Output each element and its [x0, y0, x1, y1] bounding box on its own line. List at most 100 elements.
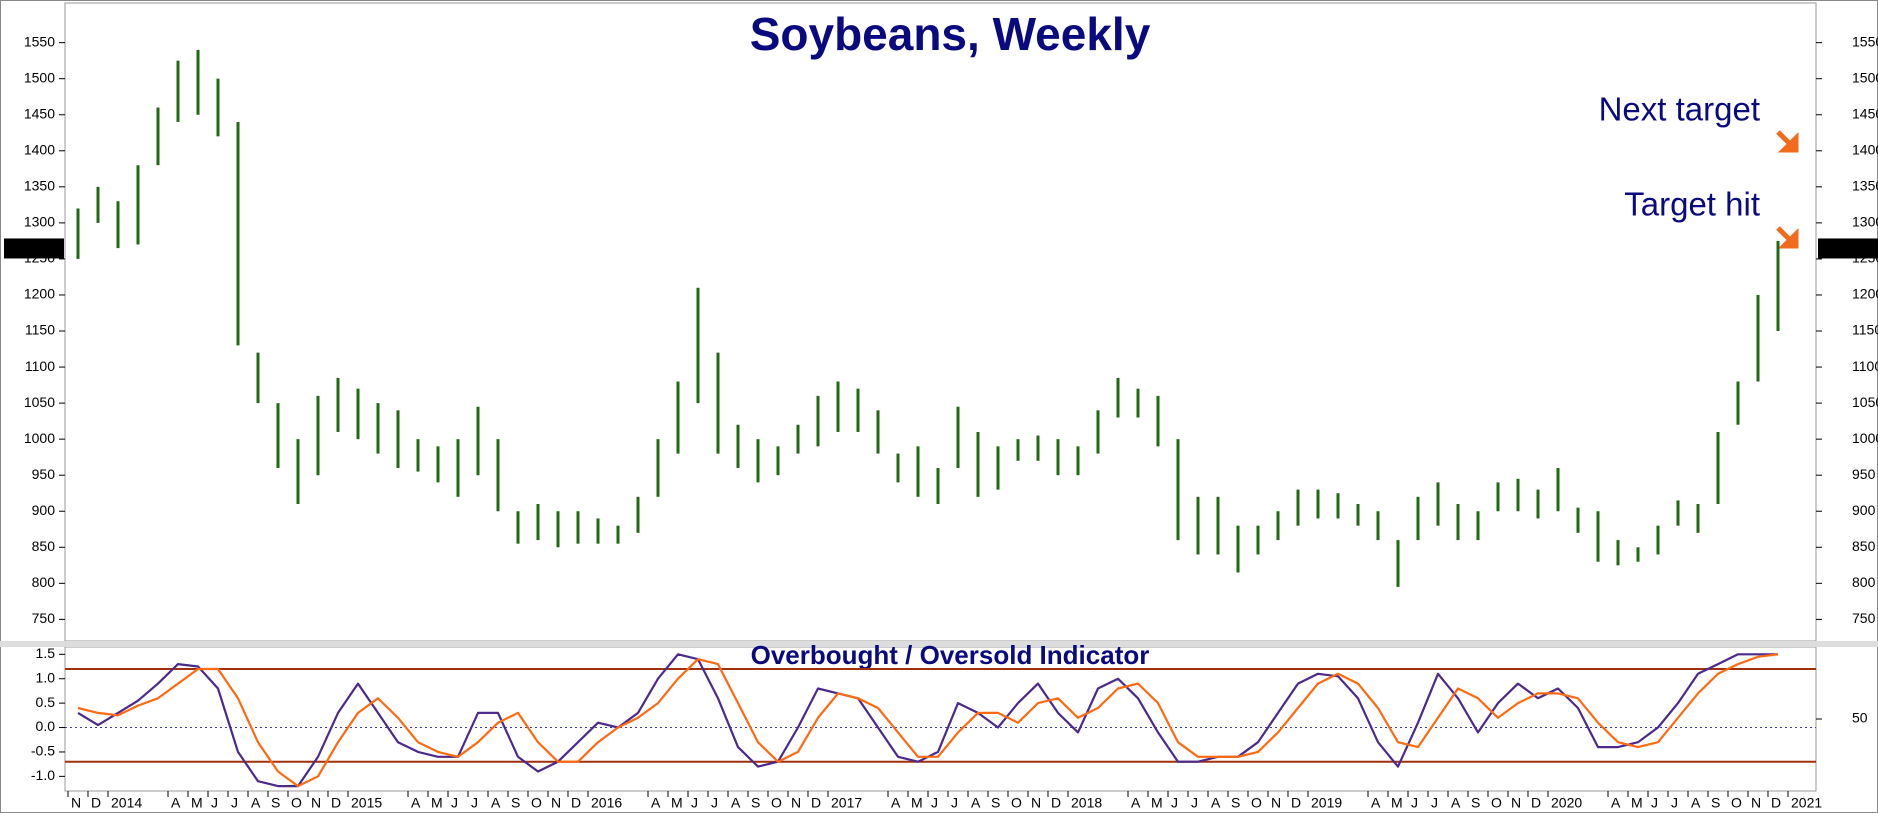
y-tick-label: 1200 — [1852, 286, 1878, 302]
x-tick-label: A — [1131, 795, 1141, 811]
y-tick-label: -1.0 — [31, 767, 55, 783]
x-tick-label: M — [671, 795, 683, 811]
x-tick-label: M — [431, 795, 443, 811]
x-tick-label: D — [1291, 795, 1301, 811]
y-tick-label: 1000 — [24, 430, 55, 446]
last-price-label: 1264.500 — [1819, 240, 1878, 256]
y-tick-label: 900 — [32, 502, 56, 518]
x-tick-label: A — [731, 795, 741, 811]
annotation: Next target — [1599, 91, 1760, 128]
y-tick-label: 1550 — [1852, 33, 1878, 49]
x-tick-label: J — [1431, 795, 1438, 811]
x-tick-label: J — [231, 795, 238, 811]
y-tick-label: 1350 — [24, 178, 55, 194]
annotation: Target hit — [1624, 186, 1760, 223]
x-tick-label: J — [951, 795, 958, 811]
y-tick-label: 1.0 — [36, 669, 56, 685]
y-tick-label: 1400 — [24, 141, 55, 157]
x-tick-label: S — [1471, 795, 1480, 811]
y-tick-label: -0.5 — [31, 743, 55, 759]
x-tick-label: J — [211, 795, 218, 811]
y-tick-label: 1.5 — [36, 645, 56, 661]
arrow — [1776, 226, 1799, 249]
x-tick-label: D — [331, 795, 341, 811]
x-tick-label: A — [1691, 795, 1701, 811]
x-tick-label: N — [1751, 795, 1761, 811]
x-tick-label: A — [1211, 795, 1221, 811]
y-tick-label: 1500 — [24, 69, 55, 85]
x-tick-label: M — [1631, 795, 1643, 811]
y-tick-label: 850 — [32, 538, 56, 554]
y2-tick-label: 50 — [1852, 710, 1868, 726]
chart-title: Soybeans, Weekly — [750, 8, 1151, 60]
y-tick-label: 950 — [32, 466, 56, 482]
x-tick-label: 2018 — [1071, 795, 1102, 811]
x-tick-label: O — [1011, 795, 1022, 811]
x-tick-label: D — [1771, 795, 1781, 811]
x-tick-label: D — [1051, 795, 1061, 811]
y-tick-label: 1450 — [24, 105, 55, 121]
x-tick-label: N — [1511, 795, 1521, 811]
x-tick-label: 2015 — [351, 795, 382, 811]
y-tick-label: 750 — [32, 610, 56, 626]
x-tick-label: D — [811, 795, 821, 811]
y-tick-label: 1100 — [1852, 358, 1878, 374]
x-tick-label: S — [991, 795, 1000, 811]
x-tick-label: S — [1711, 795, 1720, 811]
x-tick-label: N — [551, 795, 561, 811]
x-tick-label: 2021 — [1791, 795, 1822, 811]
x-tick-label: J — [691, 795, 698, 811]
x-tick-label: J — [1171, 795, 1178, 811]
x-tick-label: 2019 — [1311, 795, 1342, 811]
y-tick-label: 1150 — [25, 322, 55, 338]
x-tick-label: A — [651, 795, 661, 811]
y-tick-label: 1450 — [1852, 105, 1878, 121]
indicator-title: Overbought / Oversold Indicator — [751, 640, 1150, 670]
x-tick-label: M — [911, 795, 923, 811]
y-tick-label: 950 — [1852, 466, 1876, 482]
x-tick-label: D — [571, 795, 581, 811]
y-tick-label: 0.5 — [36, 694, 56, 710]
last-price-tag — [4, 238, 64, 259]
x-tick-label: J — [711, 795, 718, 811]
x-tick-label: A — [491, 795, 501, 811]
y-tick-label: 900 — [1852, 502, 1876, 518]
y-tick-label: 1400 — [1852, 141, 1878, 157]
x-tick-label: M — [1391, 795, 1403, 811]
x-tick-label: J — [1671, 795, 1678, 811]
x-tick-label: J — [1411, 795, 1418, 811]
x-tick-label: J — [1191, 795, 1198, 811]
x-tick-label: A — [411, 795, 421, 811]
x-tick-label: A — [1611, 795, 1621, 811]
x-tick-label: A — [1451, 795, 1461, 811]
y-tick-label: 1200 — [24, 286, 55, 302]
y-tick-label: 800 — [32, 574, 56, 590]
last-price-label: 1264.500 — [5, 240, 64, 256]
y-tick-label: 750 — [1852, 610, 1876, 626]
y-tick-label: 1050 — [24, 394, 55, 410]
x-tick-label: O — [1731, 795, 1742, 811]
y-tick-label: 1300 — [24, 214, 55, 230]
x-tick-label: D — [1531, 795, 1541, 811]
x-tick-label: O — [291, 795, 302, 811]
x-tick-label: J — [931, 795, 938, 811]
x-tick-label: J — [1651, 795, 1658, 811]
x-tick-label: N — [311, 795, 321, 811]
x-tick-label: 2014 — [111, 795, 142, 811]
y-tick-label: 1500 — [1852, 69, 1878, 85]
y-tick-label: 1550 — [24, 33, 55, 49]
x-tick-label: O — [531, 795, 542, 811]
x-tick-label: S — [511, 795, 520, 811]
indicator-line — [77, 653, 1779, 788]
x-tick-label: O — [771, 795, 782, 811]
y-tick-label: 0.0 — [36, 718, 56, 734]
arrow — [1776, 130, 1799, 153]
x-tick-label: N — [1031, 795, 1041, 811]
x-tick-label: S — [751, 795, 760, 811]
x-tick-label: N — [791, 795, 801, 811]
last-price-tag — [1818, 238, 1878, 259]
panel-divider — [0, 641, 1878, 647]
x-tick-label: D — [91, 795, 101, 811]
x-tick-label: A — [891, 795, 901, 811]
